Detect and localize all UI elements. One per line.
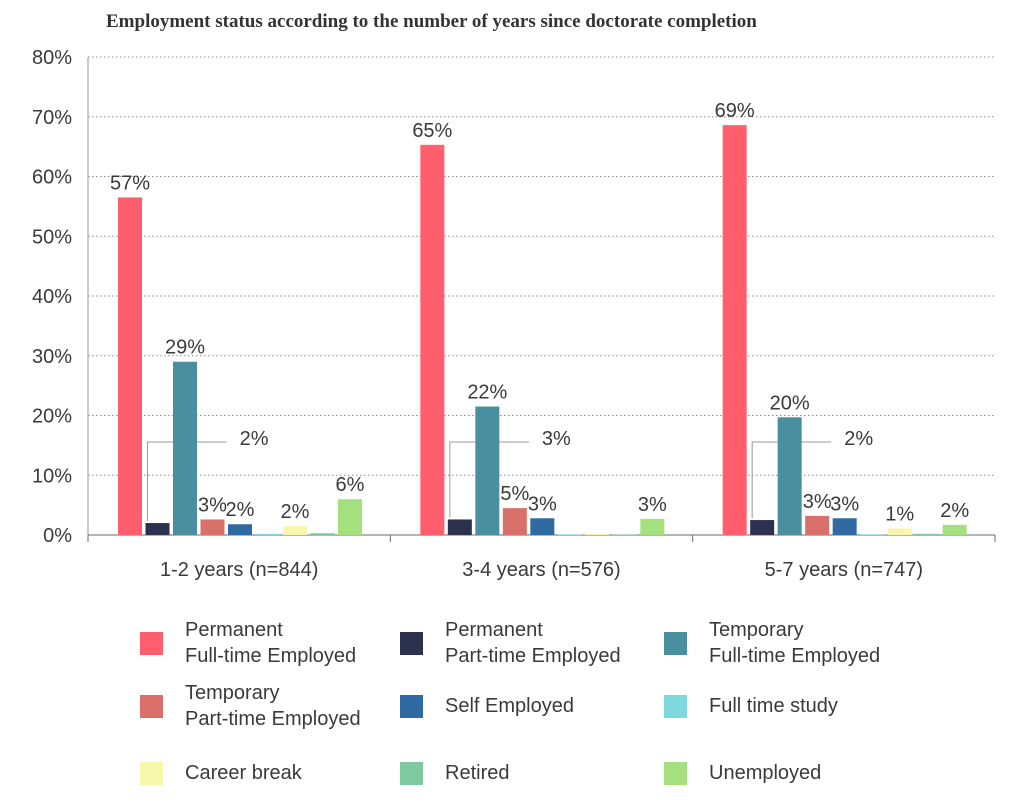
bar-temporary-full-time-employed [173,361,197,535]
data-label: 29% [165,337,205,359]
legend-label: Self Employed [445,695,574,717]
legend-swatch [400,694,423,718]
bar-permanent-part-time-employed [145,523,170,535]
data-label: 2% [226,499,255,521]
bar-full-time-study [255,533,280,535]
data-label: 69% [715,100,755,122]
leader-line [147,441,227,522]
bar-unemployed [942,524,967,535]
legend-item-self-employed: Self Employed [400,693,574,719]
data-label: 2% [281,501,310,523]
bar-self-employed [530,518,555,535]
legend-label: Permanent Part-time Employed [445,619,621,667]
y-tick-label: 60% [32,167,72,189]
y-tick-label: 40% [32,286,72,308]
y-tick-label: 0% [43,525,72,547]
data-label: 3% [528,493,557,515]
data-label: 2% [844,428,873,450]
data-label: 20% [770,392,810,414]
bar-self-employed [228,524,252,535]
bar-temporary-full-time-employed [777,417,802,535]
data-label: 3% [803,491,832,513]
legend-item-temporary-full-time-employed: Temporary Full-time Employed [664,617,880,669]
data-label: 1% [885,503,914,525]
data-label: 57% [110,172,150,194]
data-label: 3% [830,493,859,515]
x-category-label: 3-4 years (n=576) [462,559,620,581]
legend-swatch [664,631,687,655]
legend-swatch [664,694,687,718]
leader-line [449,441,529,518]
leader-line [751,441,832,519]
y-tick-label: 50% [32,226,72,248]
data-label: 6% [336,474,365,496]
bar-unemployed [640,518,665,535]
data-label: 65% [412,120,452,142]
legend-label: Permanent Full-time Employed [185,619,357,667]
bar-retired [915,533,940,535]
bar-career-break [585,533,610,535]
bar-self-employed [832,518,857,535]
bar-permanent-full-time-employed [118,197,142,535]
legend-label: Career break [185,762,302,784]
bar-temporary-part-time-employed [805,515,830,535]
legend-item-career-break: Career break [140,760,302,786]
data-label: 2% [240,428,269,450]
data-label: 3% [638,494,667,516]
y-tick-label: 80% [32,47,72,69]
legend-label: Retired [445,762,510,784]
y-tick-label: 20% [32,406,72,428]
legend-label: Unemployed [709,762,822,784]
legend-item-retired: Retired [400,760,509,786]
legend-swatch [400,631,423,655]
bar-permanent-full-time-employed [722,125,747,536]
bar-full-time-study [557,534,582,535]
legend-label: Temporary Part-time Employed [185,682,361,730]
bar-unemployed [338,499,362,535]
bar-temporary-full-time-employed [475,406,500,535]
data-label: 22% [467,382,507,404]
bar-permanent-full-time-employed [420,144,445,535]
bar-full-time-study [860,534,885,535]
bar-retired [310,533,335,535]
legend-label: Temporary Full-time Employed [709,619,881,667]
legend-item-full-time-study: Full time study [664,693,838,719]
data-label: 3% [198,494,227,516]
legend-swatch [664,761,687,785]
legend-swatch [140,761,163,785]
legend-swatch [140,631,163,655]
x-category-label: 5-7 years (n=747) [765,559,923,581]
bar-retired [612,534,637,535]
legend-item-permanent-full-time-employed: Permanent Full-time Employed [140,617,356,669]
bar-temporary-part-time-employed [502,508,527,535]
y-tick-label: 30% [32,346,72,368]
legend-swatch [140,694,163,718]
data-label: 2% [940,500,969,522]
x-category-label: 1-2 years (n=844) [160,559,318,581]
legend-label: Full time study [709,695,838,717]
bar-career-break [887,528,912,535]
legend-item-permanent-part-time-employed: Permanent Part-time Employed [400,617,621,669]
data-label: 5% [500,483,529,505]
bar-career-break [283,526,307,535]
chart-title: Employment status according to the numbe… [106,11,757,32]
bar-permanent-part-time-employed [447,519,472,535]
legend-swatch [400,761,423,785]
y-tick-label: 70% [32,107,72,129]
data-label: 3% [542,428,571,450]
bar-chart: 0% 10% 20% 30% 40% 50% 60% 70% 80% 1-2 years (n=8… [32,47,996,581]
bar-permanent-part-time-employed [750,520,775,535]
legend-item-temporary-part-time-employed: Temporary Part-time Employed [140,680,361,732]
legend-item-unemployed: Unemployed [664,760,821,786]
bar-temporary-part-time-employed [200,519,225,535]
y-tick-label: 10% [32,465,72,487]
